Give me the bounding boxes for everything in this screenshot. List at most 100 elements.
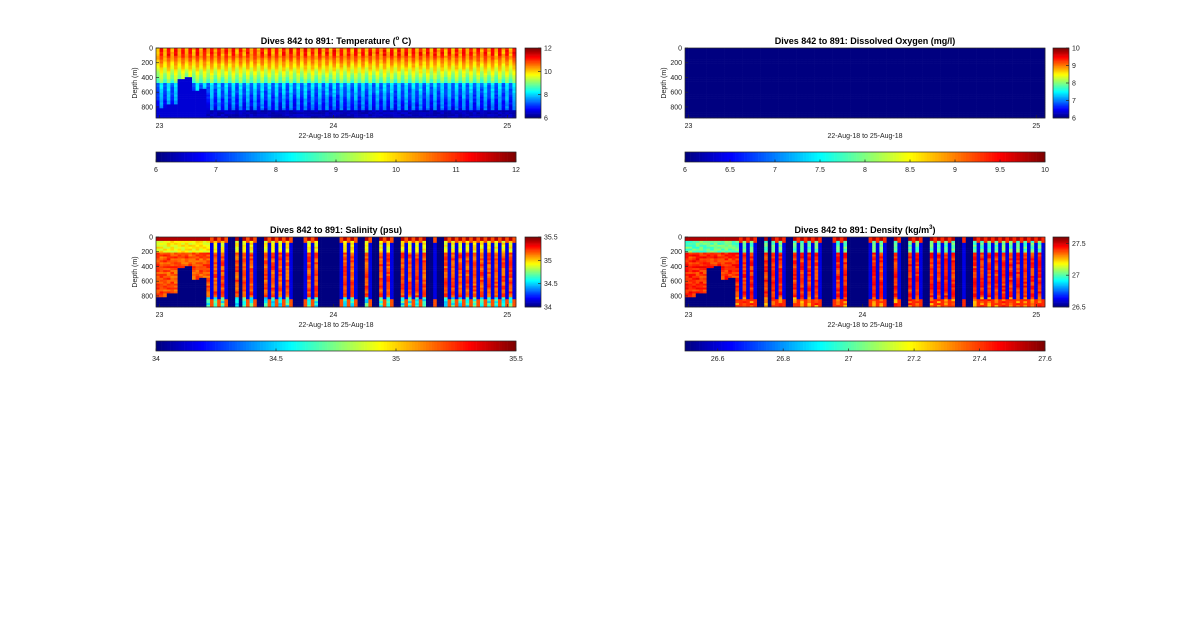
heatmap-cell (238, 86, 243, 90)
heatmap-cell (793, 73, 797, 76)
heatmap-cell (170, 57, 175, 60)
heatmap-cell (242, 100, 247, 103)
heatmap-cell (166, 81, 171, 84)
heatmap-cell (472, 61, 477, 64)
heatmap-cell (296, 98, 301, 101)
heatmap-cell (267, 71, 272, 74)
heatmap-cell (181, 77, 186, 80)
heatmap-cell (433, 100, 438, 103)
heatmap-cell (224, 69, 229, 72)
heatmap-cell (703, 73, 707, 76)
heatmap-cell (746, 83, 751, 86)
heatmap-cell (501, 73, 506, 76)
heatmap-cell (354, 98, 358, 101)
heatmap-cell (292, 77, 297, 80)
heatmap-cell (724, 98, 729, 101)
heatmap-cell (174, 59, 178, 62)
heatmap-cell (260, 88, 265, 92)
heatmap-cell (206, 73, 211, 76)
heatmap-cell (217, 75, 222, 78)
heatmap-cell (512, 106, 517, 109)
heatmap-cell (292, 114, 297, 117)
heatmap-cell (739, 98, 743, 101)
heatmap-cell (472, 88, 477, 92)
heatmap-cell (400, 73, 405, 76)
heatmap-cell (731, 59, 736, 62)
heatmap-cell (354, 63, 358, 66)
heatmap-cell (307, 102, 312, 105)
colorbar-segment (525, 56, 541, 59)
heatmap-cell (354, 106, 358, 109)
heatmap-cell (472, 106, 477, 109)
heatmap-cell (436, 73, 441, 76)
heatmap-cell (292, 86, 297, 90)
heatmap-cell (375, 88, 380, 92)
heatmap-cell (476, 75, 481, 78)
heatmap-cell (512, 55, 517, 59)
heatmap-cell (796, 59, 801, 62)
heatmap-cell (210, 65, 214, 68)
heatmap-cell (382, 116, 387, 119)
heatmap-cell (325, 59, 330, 62)
heatmap-cell (429, 61, 434, 64)
heatmap-cell (771, 96, 776, 99)
heatmap-cell (195, 96, 200, 99)
heatmap-cell (451, 98, 456, 101)
heatmap-cell (418, 112, 423, 115)
heatmap-cell (163, 94, 168, 97)
heatmap-cell (695, 114, 700, 117)
heatmap-cell (728, 83, 733, 86)
heatmap-cell (242, 112, 247, 115)
heatmap-cell (735, 59, 740, 62)
heatmap-cell (260, 51, 265, 55)
heatmap-cell (213, 86, 218, 90)
heatmap-cell (217, 90, 222, 94)
heatmap-cell (199, 79, 204, 82)
heatmap-cell (336, 59, 340, 62)
heatmap-cell (224, 108, 229, 111)
heatmap-cell (458, 106, 463, 109)
heatmap-cell (685, 102, 689, 105)
heatmap-cell (462, 92, 466, 95)
heatmap-cell (372, 100, 376, 103)
heatmap-cell (195, 100, 200, 103)
heatmap-cell (354, 55, 358, 59)
heatmap-cell (321, 112, 326, 115)
heatmap-cell (289, 61, 294, 64)
heatmap-cell (782, 84, 787, 88)
heatmap-cell (433, 65, 438, 68)
heatmap-cell (285, 53, 290, 57)
heatmap-cell (429, 86, 434, 90)
heatmap-cell (746, 100, 751, 103)
heatmap-cell (346, 88, 351, 92)
heatmap-cell (246, 83, 250, 86)
heatmap-cell (490, 53, 495, 57)
heatmap-cell (753, 79, 758, 82)
heatmap-cell (184, 57, 189, 60)
heatmap-cell (721, 59, 725, 62)
heatmap-cell (217, 100, 222, 103)
heatmap-cell (166, 114, 171, 117)
heatmap-cell (256, 83, 261, 86)
heatmap-cell (206, 92, 211, 95)
heatmap-cell (220, 71, 225, 74)
heatmap-cell (490, 94, 495, 97)
heatmap-cell (699, 59, 704, 62)
heatmap-cell (771, 116, 776, 119)
heatmap-cell (300, 88, 304, 92)
colorbar-segment (265, 152, 269, 162)
heatmap-cell (731, 77, 736, 80)
heatmap-cell (372, 116, 376, 119)
heatmap-cell (426, 75, 430, 78)
heatmap-cell (706, 110, 711, 113)
heatmap-cell (314, 98, 319, 101)
heatmap-cell (476, 63, 481, 66)
heatmap-cell (181, 48, 186, 51)
heatmap-cell (246, 108, 250, 111)
heatmap-cell (181, 83, 186, 86)
heatmap-cell (447, 86, 452, 90)
heatmap-cell (372, 84, 376, 88)
heatmap-cell (170, 69, 175, 72)
heatmap-cell (184, 81, 189, 84)
heatmap-cell (739, 48, 743, 51)
